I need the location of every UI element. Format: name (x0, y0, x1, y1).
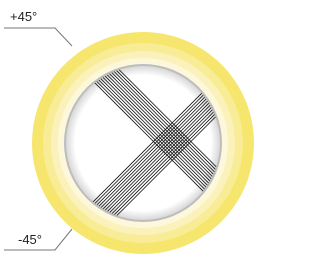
polarizer-diagram: +45° -45° (0, 0, 254, 269)
label-top: +45° (10, 9, 37, 24)
inner-disc (66, 66, 220, 220)
label-bottom: -45° (18, 232, 42, 247)
leader-top (4, 28, 72, 46)
